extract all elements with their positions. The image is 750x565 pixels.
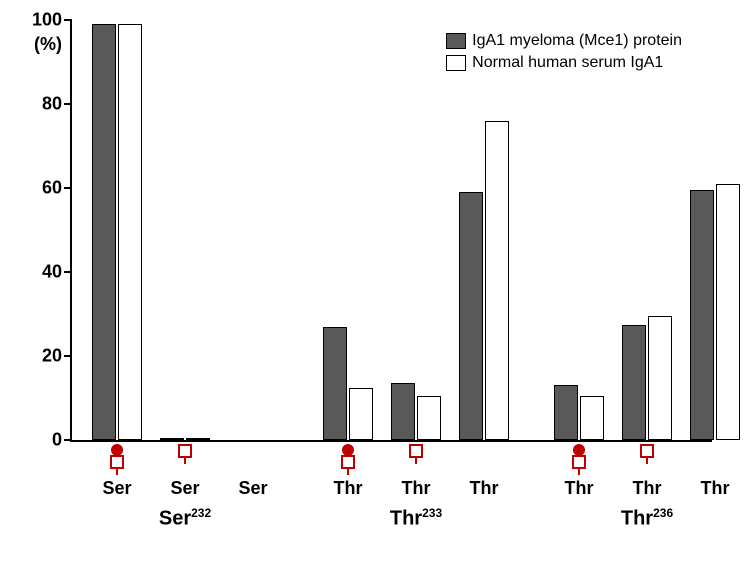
legend-item: IgA1 myeloma (Mce1) protein [446,32,682,50]
stem-icon [578,469,580,475]
bar-series-a [391,383,415,440]
bar-series-a [160,438,184,440]
bar-series-b [716,184,740,440]
bar-series-a [622,325,646,441]
y-tick [64,271,72,273]
x-category-label: Thr [470,478,499,499]
y-tick-label: 80 [17,94,62,115]
x-category-label: Thr [701,478,730,499]
x-category-label: Thr [402,478,431,499]
bar-series-a [554,385,578,440]
x-group-label: Thr233 [390,506,442,531]
bar-series-a [459,192,483,440]
x-group-label: Thr236 [621,506,673,531]
bar-series-b [580,396,604,440]
bar-series-b [349,388,373,441]
bar-series-b [417,396,441,440]
legend-item: Normal human serum IgA1 [446,54,682,72]
bar-series-b [648,316,672,440]
square-icon [409,444,423,458]
legend-label: IgA1 myeloma (Mce1) protein [472,32,682,50]
glycan-symbol [107,444,127,475]
stem-icon [415,458,417,464]
glycan-symbol [338,444,358,475]
y-tick [64,103,72,105]
y-axis-unit: (%) [17,34,62,55]
bar-series-b [485,121,509,440]
x-group-label: Ser232 [159,506,211,531]
x-category-label: Thr [565,478,594,499]
square-icon [178,444,192,458]
glycan-symbol [406,444,426,464]
stem-icon [347,469,349,475]
square-icon [110,455,124,469]
bar-series-b [186,438,210,440]
glycan-symbol [637,444,657,464]
bar-series-b [118,24,142,440]
square-icon [341,455,355,469]
chart: IgA1 myeloma (Mce1) protein Normal human… [0,0,750,565]
x-category-label: Thr [633,478,662,499]
y-tick-label: 40 [17,262,62,283]
y-tick [64,355,72,357]
legend-label: Normal human serum IgA1 [472,54,663,72]
legend-swatch-series-b [446,55,466,71]
y-tick-label: 60 [17,178,62,199]
bar-series-a [690,190,714,440]
glycan-symbol [175,444,195,464]
x-category-label: Ser [102,478,131,499]
stem-icon [646,458,648,464]
x-category-label: Ser [170,478,199,499]
y-tick [64,187,72,189]
bar-series-a [92,24,116,440]
square-icon [640,444,654,458]
y-tick-label: 20 [17,346,62,367]
square-icon [572,455,586,469]
y-tick-label: 0 [17,430,62,451]
y-tick [64,19,72,21]
x-category-label: Ser [238,478,267,499]
plot-area: IgA1 myeloma (Mce1) protein Normal human… [70,20,712,442]
stem-icon [184,458,186,464]
y-tick [64,439,72,441]
bar-series-a [323,327,347,440]
y-tick-label: 100 [17,10,62,31]
legend: IgA1 myeloma (Mce1) protein Normal human… [446,32,682,76]
stem-icon [116,469,118,475]
glycan-symbol [569,444,589,475]
x-category-label: Thr [334,478,363,499]
legend-swatch-series-a [446,33,466,49]
